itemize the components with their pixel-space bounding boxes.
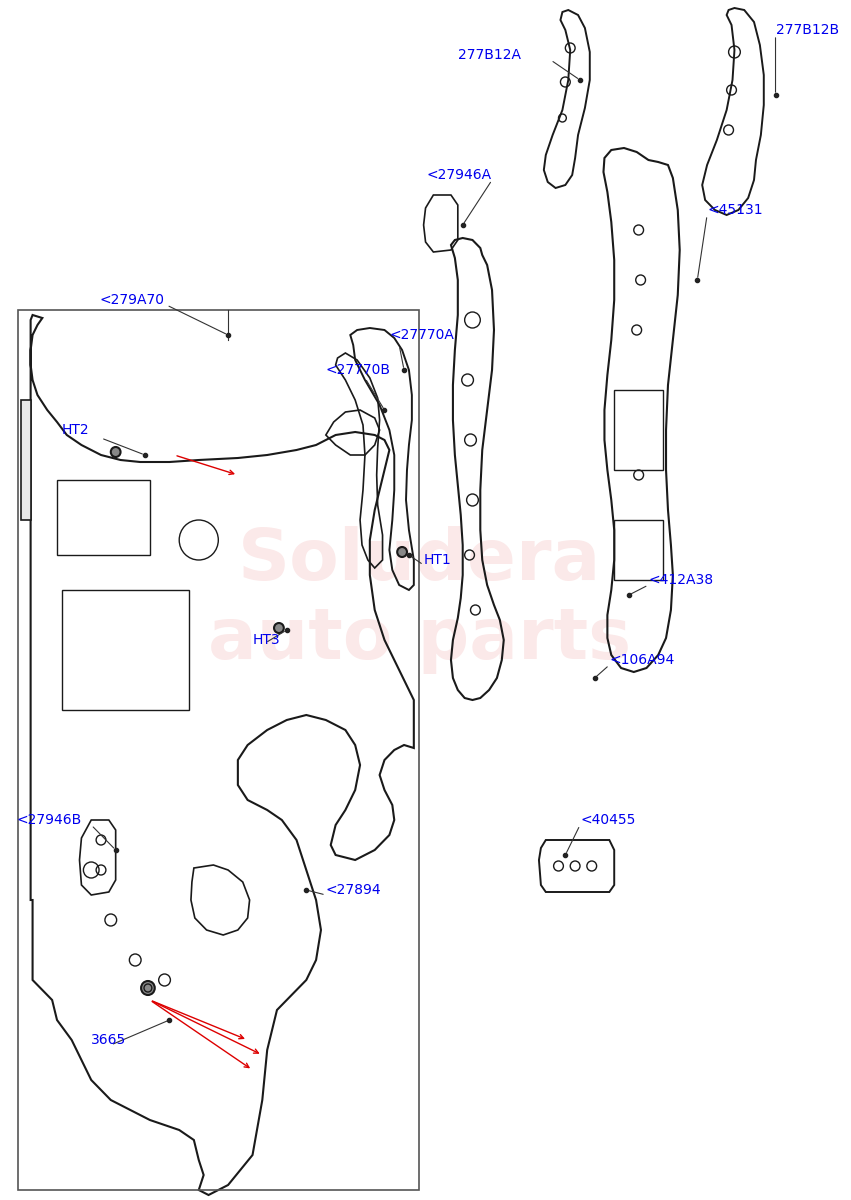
Bar xyxy=(614,520,663,580)
Circle shape xyxy=(111,446,121,457)
Text: 3665: 3665 xyxy=(91,1033,127,1046)
Text: <27770B: <27770B xyxy=(326,362,391,377)
Bar xyxy=(57,480,150,554)
Text: Soludera
auto parts: Soludera auto parts xyxy=(208,526,631,674)
Text: <45131: <45131 xyxy=(707,203,762,217)
Text: 277B12A: 277B12A xyxy=(459,48,522,62)
Text: <40455: <40455 xyxy=(580,814,636,827)
Text: HT3: HT3 xyxy=(253,634,280,647)
Text: <412A38: <412A38 xyxy=(648,572,713,587)
Circle shape xyxy=(274,623,284,634)
Bar xyxy=(18,310,419,1190)
Text: <106A94: <106A94 xyxy=(609,653,675,667)
Text: <27770A: <27770A xyxy=(390,328,454,342)
Text: <27894: <27894 xyxy=(326,883,381,898)
Text: HT2: HT2 xyxy=(61,422,89,437)
Text: 277B12B: 277B12B xyxy=(775,23,838,37)
Text: <27946A: <27946A xyxy=(427,168,492,182)
Bar xyxy=(62,590,189,710)
Circle shape xyxy=(141,982,155,995)
Text: <279A70: <279A70 xyxy=(100,293,164,307)
Text: <27946B: <27946B xyxy=(16,814,82,827)
Circle shape xyxy=(397,547,407,557)
Text: HT1: HT1 xyxy=(424,553,451,566)
Bar xyxy=(614,390,663,470)
Polygon shape xyxy=(20,400,31,520)
